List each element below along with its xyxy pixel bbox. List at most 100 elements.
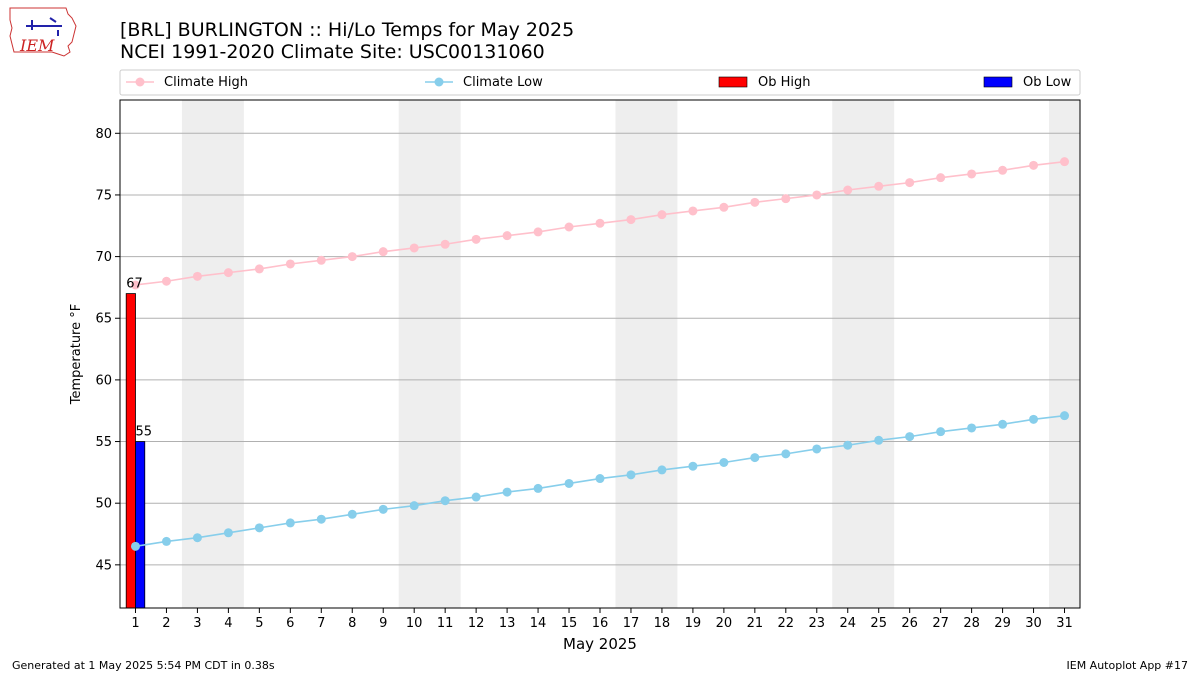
x-axis-ticks: 1 2 3 4 5 6 7 8 9 10 11 12 13 14 15 16 17 18 19 20 21 22 23 24 2… bbox=[131, 608, 1073, 631]
plot-frame bbox=[119, 99, 1081, 609]
x-tick-label: 16 bbox=[592, 616, 609, 631]
legend-climate-high-marker bbox=[135, 77, 145, 87]
y-tick-label: 50 bbox=[95, 497, 112, 512]
legend-ob-high-swatch bbox=[718, 76, 748, 88]
legend-ob-low-swatch bbox=[983, 76, 1013, 88]
x-axis-label: May 2025 bbox=[563, 635, 637, 653]
climate-high-point bbox=[347, 252, 357, 262]
climate-high-point bbox=[564, 222, 574, 232]
climate-high-point bbox=[595, 218, 605, 228]
legend-ob-high-label: Ob High bbox=[758, 75, 811, 90]
climate-high-point bbox=[905, 178, 915, 188]
x-tick-label: 15 bbox=[561, 616, 578, 631]
legend-frame bbox=[119, 69, 1081, 96]
ob-low-label: 55 bbox=[135, 425, 152, 440]
climate-high-point bbox=[967, 169, 977, 179]
climate-high-point bbox=[533, 227, 543, 237]
climate-high-point bbox=[1029, 160, 1039, 170]
climate-high-point bbox=[130, 280, 140, 290]
x-tick-label: 17 bbox=[623, 616, 640, 631]
iem-logo-text: IEM bbox=[19, 36, 55, 55]
climate-low-point bbox=[409, 501, 419, 511]
x-tick-label: 25 bbox=[870, 616, 887, 631]
climate-high-point bbox=[750, 197, 760, 207]
climate-low-point bbox=[874, 435, 884, 445]
climate-high-point bbox=[440, 239, 450, 249]
y-tick-label: 65 bbox=[95, 312, 112, 327]
climate-high-point bbox=[316, 255, 326, 265]
climate-low-point bbox=[781, 449, 791, 459]
x-tick-label: 29 bbox=[994, 616, 1011, 631]
climate-high-point bbox=[254, 264, 264, 274]
y-tick-label: 70 bbox=[95, 250, 112, 265]
ob-low-bar bbox=[135, 441, 146, 609]
x-tick-label: 28 bbox=[963, 616, 980, 631]
x-tick-label: 21 bbox=[747, 616, 764, 631]
climate-low-point bbox=[657, 465, 667, 475]
weather-station-icon bbox=[26, 17, 62, 36]
climate-high-point bbox=[378, 247, 388, 257]
x-tick-label: 22 bbox=[778, 616, 795, 631]
climate-high-point bbox=[874, 181, 884, 191]
climate-high-point bbox=[812, 190, 822, 200]
legend-climate-high-label: Climate High bbox=[164, 75, 248, 90]
y-tick-label: 75 bbox=[95, 188, 112, 203]
x-tick-label: 9 bbox=[379, 616, 387, 631]
legend-climate-low-marker bbox=[434, 77, 444, 87]
climate-low-point bbox=[223, 528, 233, 538]
x-tick-label: 27 bbox=[932, 616, 949, 631]
weekend-band bbox=[181, 100, 244, 608]
climate-high-point bbox=[1060, 157, 1070, 167]
climate-high-point bbox=[471, 234, 481, 244]
climate-high-point bbox=[409, 243, 419, 253]
climate-high-point bbox=[657, 210, 667, 220]
climate-high-point bbox=[223, 268, 233, 278]
weekend-bands bbox=[181, 100, 1080, 608]
climate-low-point bbox=[347, 509, 357, 519]
climate-low-point bbox=[564, 478, 574, 488]
x-tick-label: 20 bbox=[716, 616, 733, 631]
climate-high-point bbox=[502, 231, 512, 241]
x-tick-label: 5 bbox=[255, 616, 263, 631]
weekend-band bbox=[398, 100, 461, 608]
x-tick-label: 11 bbox=[437, 616, 454, 631]
legend-climate-low-label: Climate Low bbox=[463, 75, 543, 90]
climate-low-point bbox=[161, 536, 171, 546]
climate-high-point bbox=[626, 215, 636, 225]
ob-high-label: 67 bbox=[126, 277, 143, 292]
climate-low-point bbox=[812, 444, 822, 454]
footer-app: IEM Autoplot App #17 bbox=[1067, 659, 1189, 672]
legend-ob-low-label: Ob Low bbox=[1023, 75, 1072, 90]
weekend-band bbox=[1049, 100, 1080, 608]
y-tick-label: 60 bbox=[95, 373, 112, 388]
climate-low-point bbox=[130, 541, 140, 551]
x-tick-label: 13 bbox=[499, 616, 516, 631]
climate-low-point bbox=[285, 518, 295, 528]
grid-lines bbox=[120, 132, 1080, 566]
climate-low-point bbox=[936, 427, 946, 437]
climate-low-point bbox=[192, 533, 202, 543]
climate-low-point bbox=[254, 523, 264, 533]
climate-lines bbox=[130, 157, 1070, 551]
climate-high-point bbox=[998, 165, 1008, 175]
legend: Climate High Climate Low Ob High Ob Low bbox=[119, 69, 1081, 96]
climate-high-point bbox=[843, 185, 853, 195]
x-tick-label: 24 bbox=[839, 616, 856, 631]
y-tick-label: 45 bbox=[95, 558, 112, 573]
climate-low-point bbox=[440, 496, 450, 506]
x-tick-label: 4 bbox=[224, 616, 232, 631]
iem-logo: IEM bbox=[9, 7, 77, 57]
climate-low-point bbox=[533, 483, 543, 493]
climate-low-point bbox=[471, 492, 481, 502]
x-tick-label: 19 bbox=[685, 616, 702, 631]
x-tick-label: 26 bbox=[901, 616, 918, 631]
x-tick-label: 12 bbox=[468, 616, 485, 631]
climate-low-point bbox=[595, 474, 605, 484]
climate-low-point bbox=[688, 461, 698, 471]
climate-low-point bbox=[378, 504, 388, 514]
x-tick-label: 30 bbox=[1025, 616, 1042, 631]
climate-low-point bbox=[502, 487, 512, 497]
climate-low-point bbox=[1029, 414, 1039, 424]
bar-value-labels: 67 55 bbox=[126, 277, 152, 440]
chart-subtitle: NCEI 1991-2020 Climate Site: USC00131060 bbox=[120, 41, 545, 63]
